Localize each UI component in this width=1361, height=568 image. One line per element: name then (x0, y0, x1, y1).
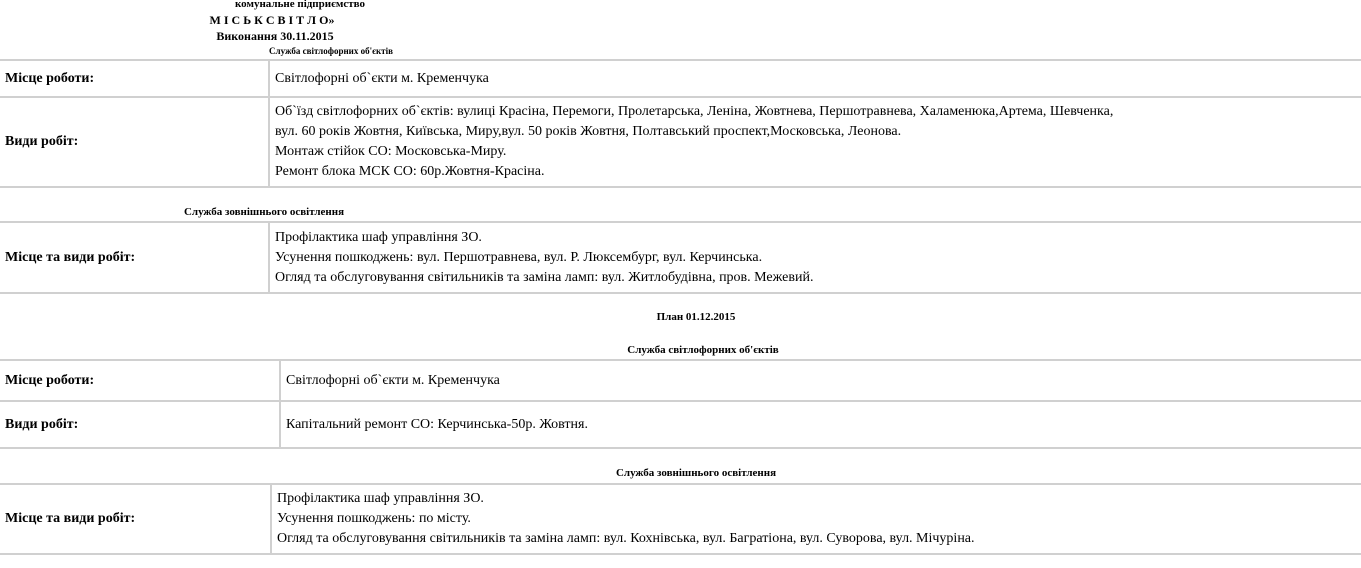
work-line: Огляд та обслуговування світильників та … (277, 531, 975, 546)
org-type: комунальне підприємство (234, 0, 366, 10)
value: Профілактика шаф управління ЗО. Усунення … (270, 483, 1361, 555)
work-line: Усунення пошкоджень: по місту. (277, 511, 471, 526)
work-line: вул. 60 років Жовтня, Київська, Миру,вул… (275, 124, 902, 139)
traffic-lights-done-table: Місце роботи: Світлофорні об`єкти м. Крем… (0, 59, 1361, 188)
work-line: Ремонт блока МСК СО: 60р.Жовтня-Красіна. (275, 164, 545, 179)
label: Місце та види робіт: (0, 483, 272, 555)
section-heading: Служба світлофорних об'єктів (627, 344, 779, 356)
value: Капітальний ремонт СО: Керчинська-50р. Ж… (279, 400, 1361, 449)
work-line: Монтаж стійок СО: Московська-Миру. (275, 144, 507, 159)
section-heading: Служба зовнішнього освітлення (183, 206, 345, 218)
label: Місце роботи: (0, 359, 281, 402)
traffic-lights-plan-table: Місце роботи: Світлофорні об`єкти м. Крем… (0, 359, 1361, 449)
work-line: Огляд та обслуговування світильників та … (275, 269, 814, 285)
label: Види робіт: (0, 96, 270, 188)
org-name: М І С Ь К С В І Т Л О» (209, 13, 335, 27)
label: Місце роботи: (0, 59, 270, 98)
work-line: Профілактика шаф управління ЗО. (275, 229, 482, 245)
work-line: Профілактика шаф управління ЗО. (277, 491, 484, 506)
lighting-done-table: Місце та види робіт: Профілактика шаф уп… (0, 221, 1361, 294)
section-heading: Служба зовнішнього освітлення (615, 467, 777, 479)
value: Світлофорні об`єкти м. Кременчука (279, 359, 1361, 402)
label: Види робіт: (0, 400, 281, 449)
value: Об`їзд світлофорних об`єктів: вулиці Кра… (268, 96, 1361, 188)
value: Профілактика шаф управління ЗО. Усунення … (268, 221, 1361, 294)
section-heading: Служба світлофорних об'єктів (269, 46, 393, 56)
label: Місце та види робіт: (0, 221, 270, 294)
work-line: Об`їзд світлофорних об`єктів: вулиці Кра… (275, 104, 1114, 119)
lighting-plan-table: Місце та види робіт: Профілактика шаф уп… (0, 483, 1361, 555)
plan-heading: План 01.12.2015 (656, 311, 736, 323)
work-line: Усунення пошкоджень: вул. Першотравнева,… (275, 249, 763, 265)
report-date: Виконання 30.11.2015 (216, 29, 334, 43)
value: Світлофорні об`єкти м. Кременчука (268, 59, 1361, 98)
